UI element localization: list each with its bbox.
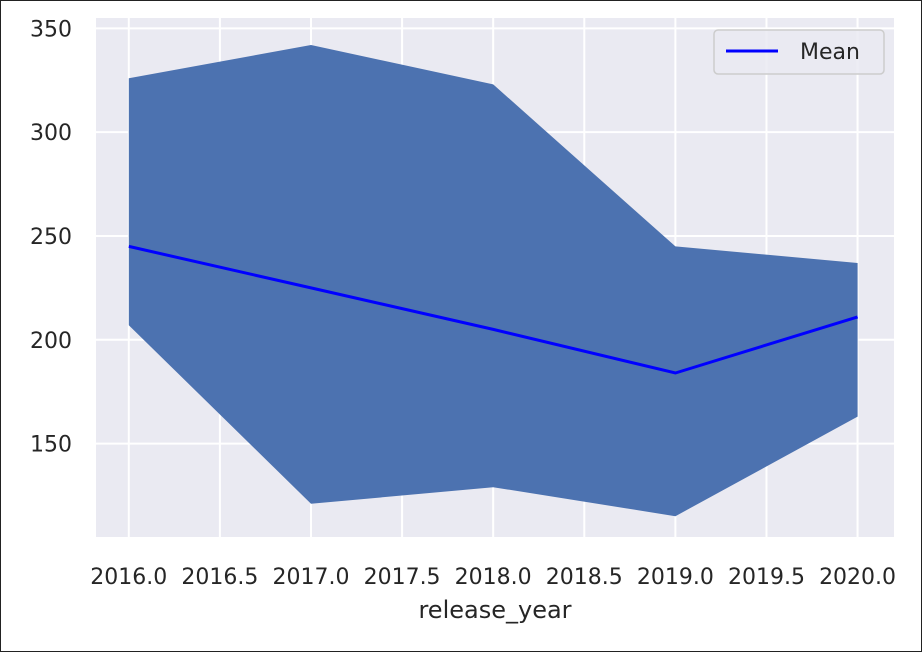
y-tick-label: 200 bbox=[30, 329, 72, 354]
range-band bbox=[128, 45, 858, 517]
y-tick-label: 350 bbox=[30, 17, 72, 42]
y-tick-label: 150 bbox=[30, 433, 72, 458]
legend-label-mean: Mean bbox=[800, 40, 860, 65]
x-tick-label: 2017.0 bbox=[272, 565, 349, 590]
x-tick-label: 2019.0 bbox=[637, 565, 714, 590]
x-tick-label: 2020.0 bbox=[819, 565, 896, 590]
x-tick-label: 2016.0 bbox=[90, 565, 167, 590]
x-tick-label: 2018.5 bbox=[546, 565, 623, 590]
y-tick-labels: 150 200 250 300 350 bbox=[30, 17, 72, 457]
x-axis-label: release_year bbox=[418, 596, 571, 624]
x-tick-label: 2017.5 bbox=[364, 565, 441, 590]
x-tick-label: 2018.0 bbox=[455, 565, 532, 590]
x-tick-label: 2016.5 bbox=[181, 565, 258, 590]
x-tick-label: 2019.5 bbox=[728, 565, 805, 590]
legend: Mean bbox=[713, 29, 885, 75]
x-tick-labels: 2016.0 2016.5 2017.0 2017.5 2018.0 2018.5 2019… bbox=[90, 565, 896, 590]
mean-line bbox=[128, 244, 859, 375]
legend-box bbox=[713, 29, 885, 75]
y-tick-label: 250 bbox=[30, 225, 72, 250]
y-tick-label: 300 bbox=[30, 121, 72, 146]
